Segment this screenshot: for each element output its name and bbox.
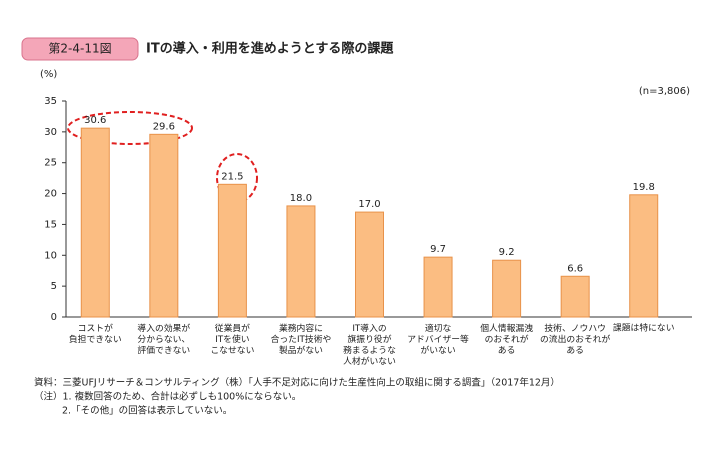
x-tick-label: 業務内容に合ったIT技術や製品がない [271,322,332,356]
badge: 第2-4-11図 [48,42,111,56]
y-tick-label: 10 [44,250,57,261]
y-tick-label: 0 [51,312,57,323]
chart-title: ITの導入・利用を進めようとする際の課題 [146,41,394,57]
bar [423,256,453,318]
y-tick-label: 5 [51,281,57,292]
badge-box [21,37,139,61]
x-tick-label: 従業員が ITを使いこなせない [210,322,254,356]
bar [492,259,522,318]
value-label: 19.8 [633,182,655,193]
value-label: 18.0 [290,193,312,204]
x-tick-label: 課題は特にない [613,322,675,334]
y-tick-label: 20 [44,189,57,200]
value-label: 30.6 [84,115,106,126]
bar [560,275,590,318]
highlight [67,111,193,145]
x-tick-label: コストが負担できない [69,322,122,345]
sample-note: (n=3,806) [639,86,690,97]
y-tick-label: 15 [44,219,57,230]
value-label: 29.6 [153,121,175,132]
y-unit: (%) [40,69,57,80]
bar [286,205,316,318]
y-tick-label: 35 [44,96,57,107]
bar [217,183,247,318]
note: 2.「その他」の回答は表示していない。 [62,405,232,417]
value-label: 9.2 [499,247,515,258]
x-tick-label: 技術、ノウハウの流出のおそれがある [540,322,611,356]
bar [80,127,110,318]
value-label: 6.6 [567,263,583,274]
value-label: 17.0 [358,199,380,210]
y-tick-label: 25 [44,158,57,169]
x-tick-label: 導入の効果が分からない、評価できない [137,322,190,356]
x-tick-label: 適切なアドバイザー等がいない [407,322,469,356]
x-tick-label: IT導入の旗振り役が務まるような人材がいない [343,322,396,367]
note: （注）1. 複数回答のため、合計は必ずしも100%にならない。 [34,391,301,403]
bar [629,194,659,318]
x-tick-label: 個人情報漏洩のおそれがある [480,322,533,356]
value-label: 21.5 [221,171,243,182]
bar [149,133,179,318]
bar [355,211,384,318]
y-tick-label: 30 [44,127,57,138]
value-label: 9.7 [430,244,446,255]
source: 資料：三菱UFJリサーチ＆コンサルティング（株）「人手不足対応に向けた生産性向上… [34,377,560,389]
